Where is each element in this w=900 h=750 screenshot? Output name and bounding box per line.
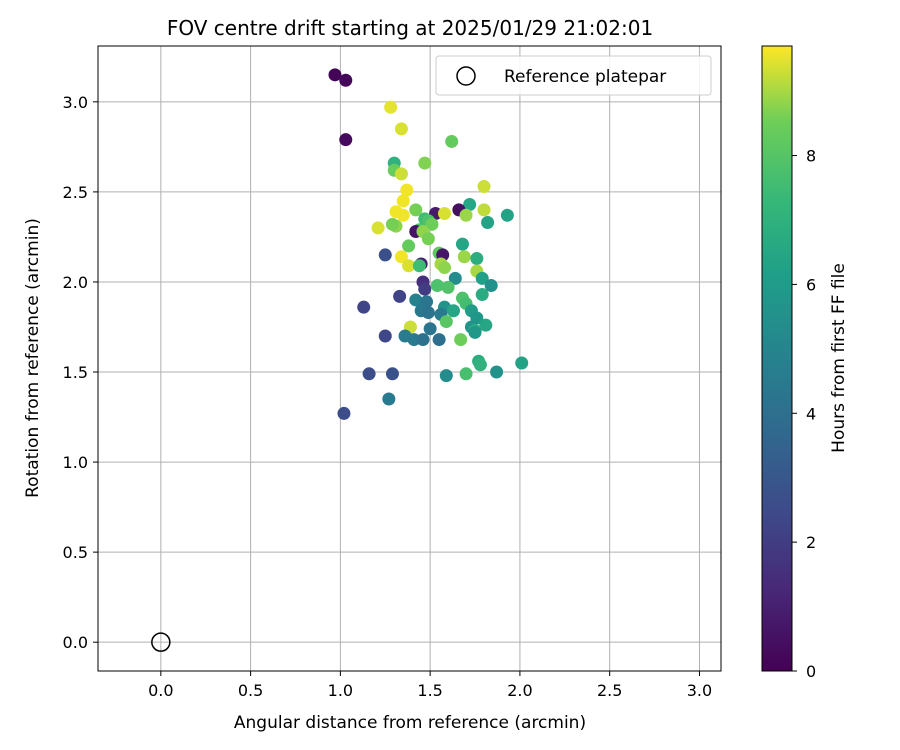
plot-frame [97, 45, 722, 672]
data-point [432, 333, 446, 347]
data-point [439, 369, 453, 383]
data-point [473, 358, 487, 372]
y-tick-label: 3.0 [63, 93, 88, 112]
data-point [421, 232, 435, 246]
data-point [339, 73, 353, 87]
x-tick-label: 2.0 [507, 681, 532, 700]
data-point [454, 333, 468, 347]
data-point [421, 306, 435, 320]
data-point [394, 167, 408, 181]
y-axis-label: Rotation from reference (arcmin) [23, 218, 43, 498]
data-point [378, 248, 392, 262]
x-tick-label: 1.5 [417, 681, 442, 700]
data-point [396, 208, 410, 222]
data-point [362, 367, 376, 381]
grid-lines [98, 46, 721, 671]
data-point [439, 315, 453, 329]
colorbar-tick-label: 0 [806, 662, 816, 681]
colorbar: 0 2 4 6 8 Hours from first FF file [761, 45, 849, 681]
data-point [459, 367, 473, 381]
x-tick-label: 3.0 [687, 681, 712, 700]
y-tick-label: 0.5 [63, 543, 88, 562]
data-point [500, 208, 514, 222]
data-point [385, 367, 399, 381]
y-tick-label: 1.0 [63, 453, 88, 472]
data-point [479, 318, 493, 332]
data-point [457, 250, 471, 264]
data-point [441, 280, 455, 294]
legend-box [435, 55, 712, 96]
data-point [477, 179, 491, 193]
y-tick-label: 2.0 [63, 273, 88, 292]
data-points [328, 68, 529, 420]
data-point [490, 365, 504, 379]
data-point [455, 237, 469, 251]
colorbar-tick-label: 4 [806, 404, 816, 423]
data-point [418, 156, 432, 170]
data-point [481, 216, 495, 230]
data-point [475, 288, 489, 302]
y-tick-label: 1.5 [63, 363, 88, 382]
data-point [475, 271, 489, 285]
data-point [385, 217, 399, 231]
data-point [438, 207, 452, 221]
data-point [412, 259, 426, 273]
data-point [393, 289, 407, 303]
data-point [384, 100, 398, 114]
x-tick-label: 1.0 [328, 681, 353, 700]
data-point [423, 322, 437, 336]
data-point [339, 133, 353, 147]
data-point [328, 68, 342, 82]
reference-marker [151, 632, 171, 652]
data-point [438, 261, 452, 275]
data-point [371, 221, 385, 235]
data-point [416, 333, 430, 347]
colorbar-gradient [761, 45, 793, 672]
data-point [430, 279, 444, 293]
x-tick-label: 2.5 [597, 681, 622, 700]
data-point [470, 252, 484, 266]
data-point [409, 203, 423, 217]
data-point [463, 198, 477, 212]
data-point [394, 250, 408, 264]
data-point [446, 304, 460, 318]
data-point [394, 122, 408, 136]
colorbar-label: Hours from first FF file [829, 263, 849, 453]
data-point [477, 203, 491, 217]
data-point [409, 293, 423, 307]
data-point [445, 134, 459, 148]
colorbar-tick-label: 2 [806, 533, 816, 552]
data-point [402, 259, 416, 273]
data-point [484, 279, 498, 293]
data-point [396, 194, 410, 208]
chart-title: FOV centre drift starting at 2025/01/29 … [167, 16, 653, 40]
data-point [357, 300, 371, 314]
data-point [407, 333, 421, 347]
data-point [459, 208, 473, 222]
data-point [378, 329, 392, 343]
data-point [337, 406, 351, 420]
data-point [418, 282, 432, 296]
colorbar-ticks: 0 2 4 6 8 [792, 147, 816, 681]
x-tick-label: 0.0 [148, 681, 173, 700]
legend-label: Reference platepar [504, 67, 666, 87]
data-point [382, 392, 396, 406]
data-point [448, 271, 462, 285]
colorbar-tick-label: 6 [806, 275, 816, 294]
data-point [515, 356, 529, 370]
colorbar-tick-label: 8 [806, 147, 816, 166]
y-tick-label: 0.0 [63, 633, 88, 652]
data-point [400, 183, 414, 197]
x-axis-label: Angular distance from reference (arcmin) [234, 713, 586, 733]
data-point [402, 239, 416, 253]
y-axis-ticks: 0.0 0.5 1.0 1.5 2.0 2.5 3.0 [63, 93, 98, 652]
data-point [425, 217, 439, 231]
data-point [468, 325, 482, 339]
x-axis-ticks: 0.0 0.5 1.0 1.5 2.0 2.5 3.0 [148, 671, 712, 700]
x-tick-label: 0.5 [238, 681, 263, 700]
legend: Reference platepar [435, 55, 712, 96]
legend-marker [456, 66, 476, 86]
y-tick-label: 2.5 [63, 183, 88, 202]
